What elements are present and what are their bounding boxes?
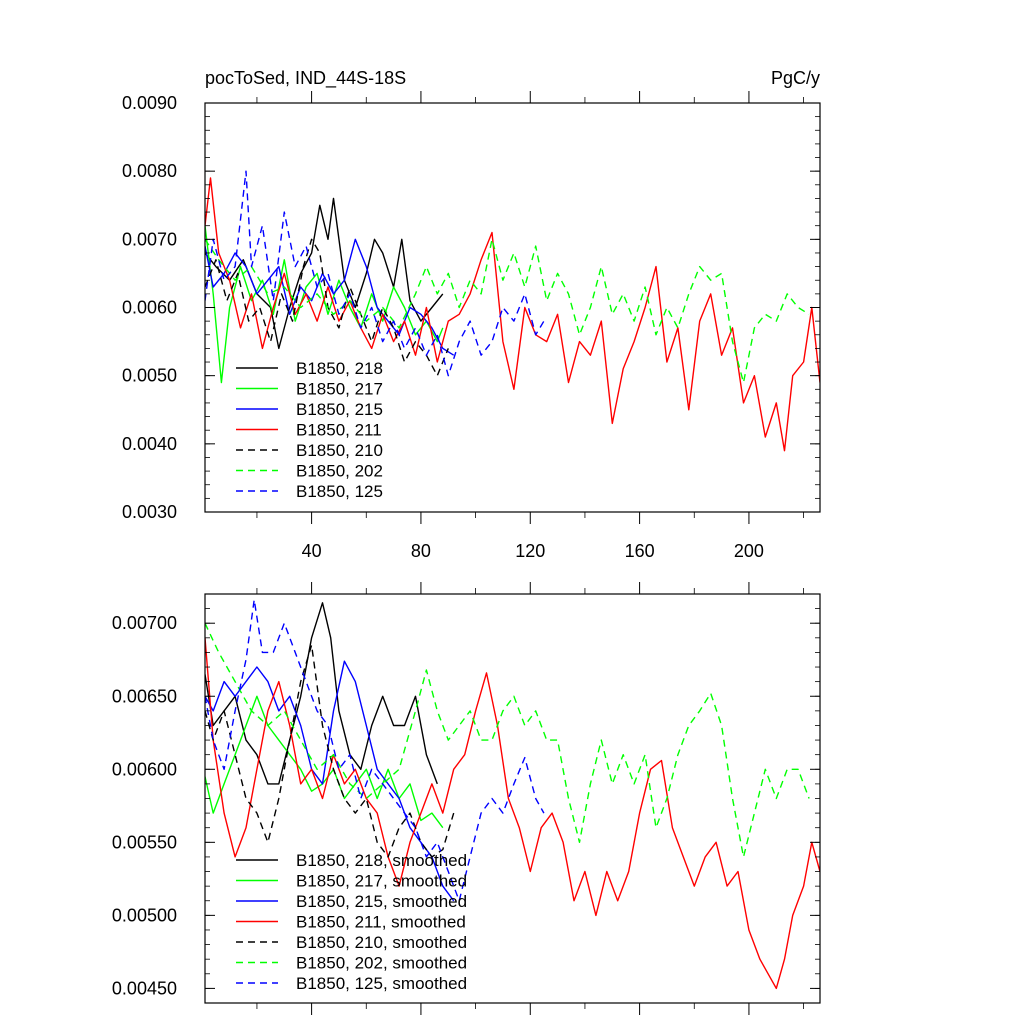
series-line-6 (205, 599, 545, 902)
legend-label: B1850, 217 (296, 380, 383, 399)
series-line-5 (205, 622, 810, 858)
series-line-1 (205, 225, 444, 384)
series-line-2 (205, 238, 455, 356)
legend-label: B1850, 215, smoothed (296, 892, 467, 911)
y-tick-label: 0.0030 (122, 502, 177, 522)
legend: B1850, 218, smoothed B1850, 217, smoothed… (236, 851, 467, 993)
legend-label: B1850, 125 (296, 482, 383, 501)
y-tick-label: 0.0050 (122, 366, 177, 386)
x-axis: 40 80 120 160 200 (256, 91, 804, 561)
x-tick-label: 40 (302, 541, 322, 561)
legend-label: B1850, 218, smoothed (296, 851, 467, 870)
top-panel: 0.0030 0.0040 0.0050 0.0060 0.0070 0.0080 0.00… (122, 91, 821, 561)
series-line-4 (205, 644, 455, 858)
series-group (205, 170, 820, 452)
series-group (205, 599, 820, 990)
series-line-0 (205, 602, 438, 785)
x-axis (256, 582, 804, 1015)
legend-label: B1850, 210 (296, 441, 383, 460)
y-tick-label: 0.00500 (112, 905, 177, 925)
legend-label: B1850, 217, smoothed (296, 872, 467, 891)
x-tick-label: 80 (411, 541, 431, 561)
y-tick-label: 0.0060 (122, 298, 177, 318)
y-tick-label: 0.0070 (122, 229, 177, 249)
y-tick-label: 0.0040 (122, 434, 177, 454)
series-line-6 (205, 170, 545, 377)
legend-label: B1850, 215 (296, 400, 383, 419)
x-tick-label: 200 (734, 541, 764, 561)
y-tick-label: 0.00600 (112, 759, 177, 779)
bottom-panel: 0.00450 0.00500 0.00550 0.00600 0.00650 0.007… (112, 582, 821, 1015)
y-tick-label: 0.00700 (112, 613, 177, 633)
y-tick-label: 0.0080 (122, 161, 177, 181)
legend-label: B1850, 211, smoothed (296, 913, 466, 932)
y-axis: 0.00450 0.00500 0.00550 0.00600 0.00650 0.007… (112, 593, 820, 1004)
x-tick-label: 120 (515, 541, 545, 561)
y-tick-label: 0.0090 (122, 93, 177, 113)
y-tick-label: 0.00450 (112, 978, 177, 998)
series-line-4 (205, 238, 449, 377)
chart-title: pocToSed, IND_44S-18S (205, 68, 406, 89)
series-line-3 (205, 637, 820, 990)
legend-label: B1850, 218 (296, 359, 383, 378)
units-label: PgC/y (771, 68, 820, 88)
y-tick-label: 0.00550 (112, 832, 177, 852)
legend-label: B1850, 125, smoothed (296, 974, 467, 993)
legend-label: B1850, 202, smoothed (296, 954, 467, 973)
x-tick-label: 160 (625, 541, 655, 561)
legend-label: B1850, 202 (296, 462, 383, 481)
y-axis: 0.0030 0.0040 0.0050 0.0060 0.0070 0.0080 0.00… (122, 93, 820, 522)
legend-label: B1850, 211 (296, 421, 382, 440)
y-tick-label: 0.00650 (112, 686, 177, 706)
series-line-3 (205, 177, 820, 452)
legend-label: B1850, 210, smoothed (296, 933, 467, 952)
series-line-5 (205, 238, 810, 384)
